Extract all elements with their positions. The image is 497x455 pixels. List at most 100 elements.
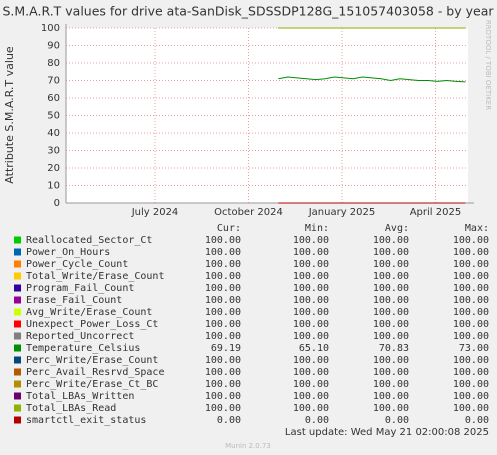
legend-stat: 100.00	[293, 283, 329, 294]
chart-title: S.M.A.R.T values for drive ata-SanDisk_S…	[2, 4, 494, 19]
legend-stat: 100.00	[205, 367, 241, 378]
y-tick-label: 20	[47, 163, 60, 174]
legend-stat: 100.00	[293, 319, 329, 330]
legend-stat: 100.00	[293, 355, 329, 366]
legend-stat: 100.00	[373, 295, 409, 306]
y-axis-label: Attribute S.M.A.R.T value	[3, 46, 16, 184]
legend-swatch	[14, 284, 21, 292]
legend-stat: 100.00	[205, 403, 241, 414]
legend-stat: 100.00	[205, 391, 241, 402]
legend-stat: 100.00	[373, 307, 409, 318]
legend-stat: 100.00	[205, 331, 241, 342]
legend-stat: 73.00	[459, 343, 489, 354]
legend-label: Avg_Write/Erase_Count	[26, 307, 152, 318]
legend-label: Power_On_Hours	[26, 247, 110, 258]
legend-label: Perc_Write/Erase_Ct_BC	[26, 379, 158, 390]
legend-stat: 100.00	[293, 331, 329, 342]
legend-label: Power_Cycle_Count	[26, 259, 128, 270]
legend-stat: 100.00	[205, 283, 241, 294]
legend-header: Min:	[305, 223, 329, 234]
legend-stat: 100.00	[293, 259, 329, 270]
legend-swatch	[14, 356, 21, 364]
legend-stat: 0.00	[385, 415, 409, 426]
legend-stat: 100.00	[293, 367, 329, 378]
y-tick-label: 90	[47, 41, 60, 52]
legend-swatch	[14, 236, 21, 244]
legend-stat: 100.00	[373, 235, 409, 246]
legend-stat: 100.00	[373, 247, 409, 258]
y-tick-label: 50	[47, 111, 60, 122]
legend-stat: 100.00	[453, 259, 489, 270]
legend-label: Unexpect_Power_Loss_Ct	[26, 319, 158, 330]
legend-stat: 100.00	[205, 307, 241, 318]
legend-swatch	[14, 416, 21, 424]
legend-stat: 0.00	[465, 415, 489, 426]
x-tick-label: July 2024	[131, 207, 179, 218]
legend-swatch	[14, 344, 21, 352]
legend-stat: 100.00	[453, 247, 489, 258]
y-tick-label: 80	[47, 58, 60, 69]
legend-stat: 100.00	[293, 247, 329, 258]
legend-stat: 100.00	[293, 235, 329, 246]
legend-label: Temperature_Celsius	[26, 343, 140, 354]
legend-header: Avg:	[385, 223, 409, 234]
legend-label: Reported_Uncorrect	[26, 331, 134, 342]
legend-stat: 100.00	[453, 295, 489, 306]
legend-stat: 100.00	[373, 271, 409, 282]
legend-stat: 100.00	[205, 379, 241, 390]
legend-stat: 100.00	[293, 403, 329, 414]
legend-stat: 100.00	[205, 235, 241, 246]
series-line	[278, 76, 466, 83]
y-tick-label: 40	[47, 128, 60, 139]
legend-stat: 100.00	[453, 367, 489, 378]
legend-stat: 100.00	[453, 283, 489, 294]
legend-stat: 100.00	[453, 379, 489, 390]
legend-stat: 100.00	[453, 319, 489, 330]
legend-header: Max:	[465, 223, 489, 234]
legend-swatch	[14, 296, 21, 304]
legend-stat: 100.00	[373, 355, 409, 366]
legend-stat: 100.00	[453, 331, 489, 342]
legend-stat: 100.00	[205, 295, 241, 306]
legend-label: Total_Write/Erase_Count	[26, 271, 164, 282]
legend-stat: 100.00	[373, 283, 409, 294]
legend-stat: 100.00	[293, 391, 329, 402]
legend-swatch	[14, 320, 21, 328]
y-tick-label: 70	[47, 76, 60, 87]
watermark: RRDTOOL / TOBI OETIKER	[484, 20, 492, 110]
legend-stat: 100.00	[453, 391, 489, 402]
legend-swatch	[14, 368, 21, 376]
legend-label: Erase_Fail_Count	[26, 295, 122, 306]
legend-stat: 100.00	[293, 271, 329, 282]
legend-stat: 100.00	[293, 295, 329, 306]
legend-stat: 0.00	[305, 415, 329, 426]
legend-stat: 100.00	[205, 271, 241, 282]
y-tick-label: 100	[41, 23, 60, 34]
legend-stat: 100.00	[373, 403, 409, 414]
x-tick-label: October 2024	[214, 207, 283, 218]
legend-stat: 65.10	[299, 343, 329, 354]
legend-swatch	[14, 392, 21, 400]
x-tick-label: April 2025	[410, 207, 461, 218]
legend-swatch	[14, 404, 21, 412]
legend-stat: 100.00	[453, 403, 489, 414]
footer: Last update: Wed May 21 02:00:08 2025	[285, 427, 489, 438]
legend-stat: 100.00	[293, 307, 329, 318]
legend-stat: 70.83	[379, 343, 409, 354]
legend-stat: 100.00	[453, 355, 489, 366]
legend-stat: 100.00	[205, 247, 241, 258]
legend-swatch	[14, 308, 21, 316]
legend-stat: 100.00	[205, 355, 241, 366]
legend-stat: 100.00	[373, 259, 409, 270]
legend-stat: 100.00	[453, 307, 489, 318]
y-tick-label: 10	[47, 181, 60, 192]
version: Munin 2.0.73	[225, 442, 271, 450]
legend-label: Total_LBAs_Read	[26, 403, 116, 414]
legend-label: Reallocated_Sector_Ct	[26, 235, 152, 246]
legend-stat: 100.00	[373, 331, 409, 342]
legend-label: Total_LBAs_Written	[26, 391, 134, 402]
legend-label: smartctl_exit_status	[26, 415, 146, 426]
legend-label: Program_Fail_Count	[26, 283, 134, 294]
x-tick-label: January 2025	[308, 207, 376, 218]
